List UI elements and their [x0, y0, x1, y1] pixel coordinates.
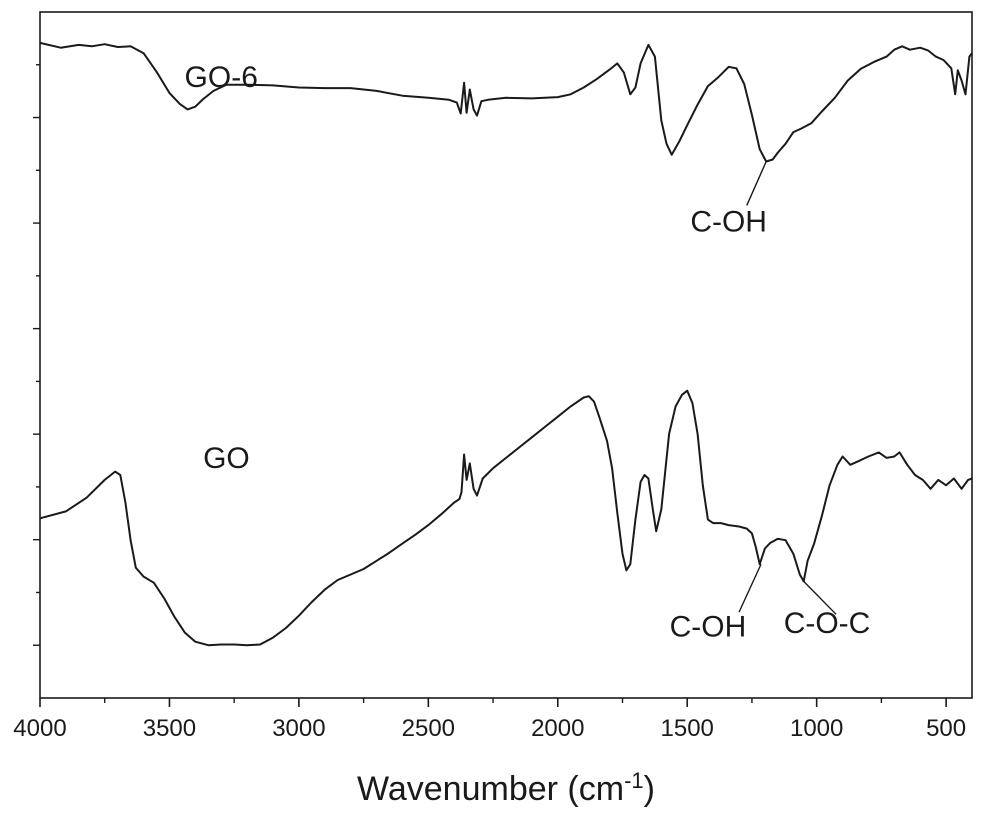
x-axis-ticks: 4000 3500 3000 2500 2000 1500 1000 500	[13, 698, 966, 742]
annotation-leader-0	[747, 162, 766, 206]
ftir-chart: 4000 3500 3000 2500 2000 1500 1000 500 GO-6 GO C…	[0, 0, 987, 819]
x-tick-label-500: 500	[926, 715, 966, 742]
plot-frame	[40, 12, 972, 698]
x-axis-label: Wavenumber (cm-1)	[357, 768, 655, 809]
annotation-leader-1	[739, 564, 761, 612]
series-label-go: GO	[203, 442, 250, 475]
axes-frame	[40, 12, 972, 698]
series-line-go-6	[40, 43, 972, 162]
annotation-label-c-oh: C-OH	[690, 206, 767, 239]
x-tick-label-4000: 4000	[13, 715, 66, 742]
y-axis-ticks	[33, 65, 40, 645]
x-tick-label-1500: 1500	[661, 715, 714, 742]
x-tick-label-3500: 3500	[143, 715, 196, 742]
annotation-label-c-o-c: C-O-C	[784, 607, 871, 640]
x-axis-label-main: Wavenumber (cm	[357, 770, 624, 808]
x-axis-label-suffix: )	[644, 770, 655, 808]
series-label-go-6: GO-6	[185, 61, 258, 94]
series-labels: GO-6 GO	[185, 61, 258, 475]
annotations: C-OH C-OH C-O-C	[670, 162, 871, 644]
x-axis-label-superscript: -1	[624, 768, 644, 793]
x-tick-label-1000: 1000	[790, 715, 843, 742]
x-tick-label-2500: 2500	[402, 715, 455, 742]
series-group	[40, 43, 972, 645]
x-tick-label-2000: 2000	[531, 715, 584, 742]
x-tick-label-3000: 3000	[272, 715, 325, 742]
annotation-label-c-oh: C-OH	[670, 610, 747, 643]
